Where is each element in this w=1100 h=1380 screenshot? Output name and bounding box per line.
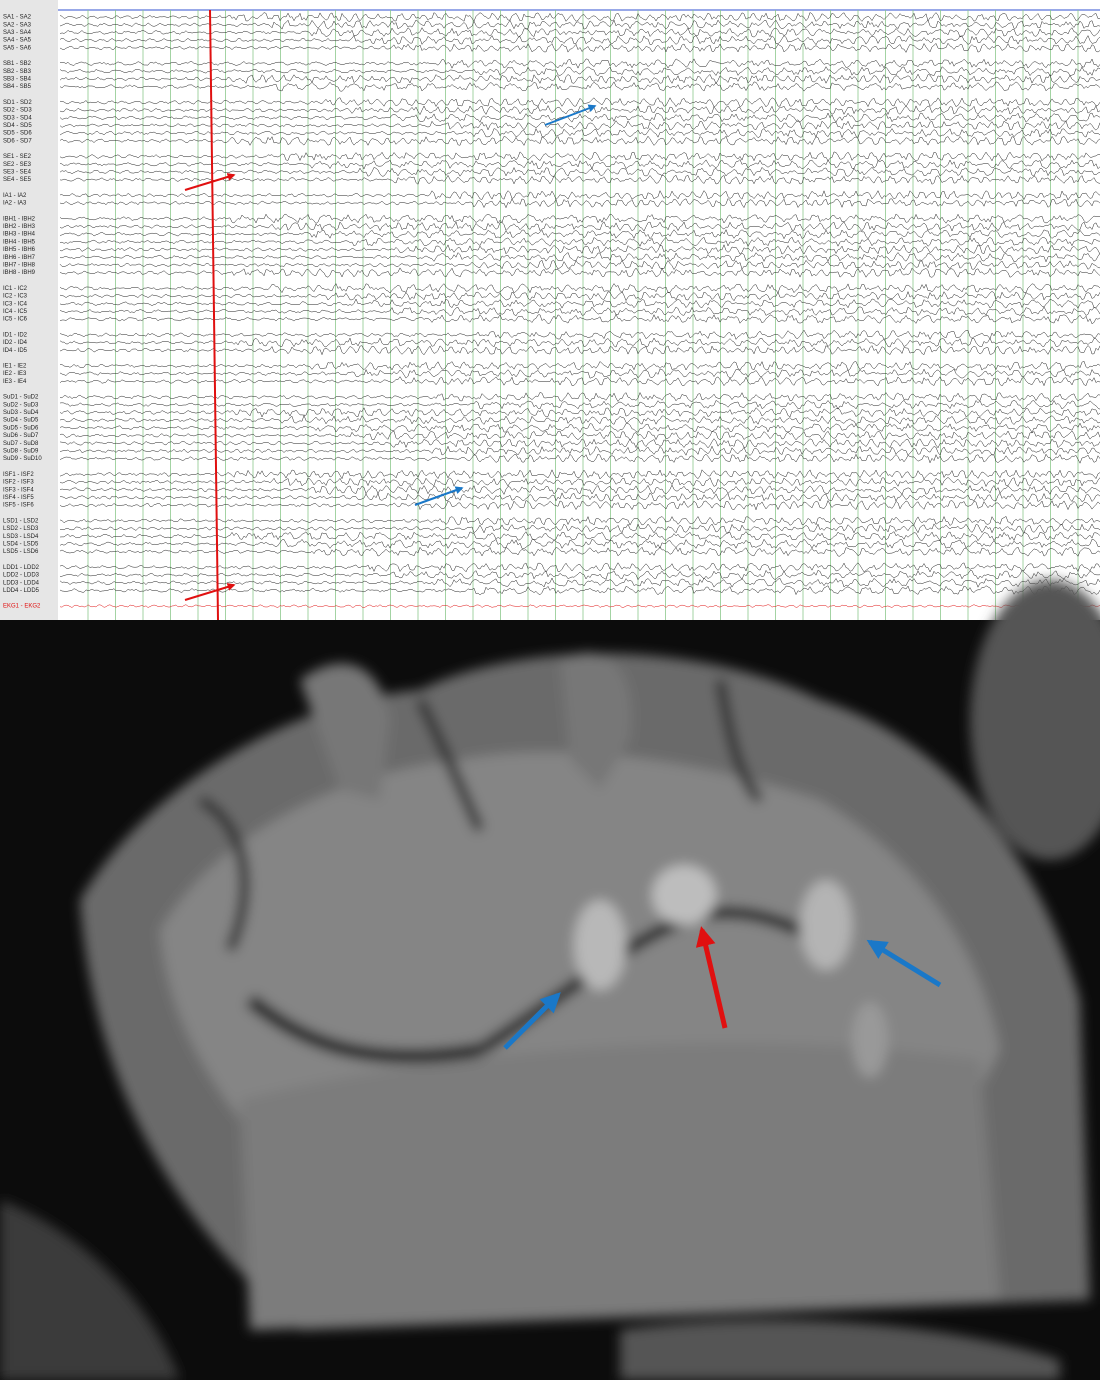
- channel-label: ISF4 - ISF5: [3, 495, 34, 501]
- channel-label: SB2 - SB3: [3, 69, 32, 75]
- channel-label: SA5 - SA6: [3, 45, 32, 51]
- channel-label: SuD8 - SuD9: [3, 448, 39, 454]
- channel-label: IE3 - IE4: [3, 379, 27, 385]
- channel-label: SD3 - SD4: [3, 115, 32, 121]
- channel-label: LSD5 - LSD6: [3, 549, 39, 555]
- channel-label: LDD3 - LDD4: [3, 580, 40, 586]
- figure: SA1 - SA2SA2 - SA3 SA3 - SA4 SA4 - SA5SA5 …: [0, 0, 1100, 1380]
- channel-label: IA1 - IA2: [3, 193, 27, 199]
- channel-label: SuD2 - SuD3: [3, 402, 39, 408]
- channel-label: IBH8 - IBH9: [3, 270, 36, 276]
- channel-label: IC2 - IC3: [3, 294, 28, 300]
- channel-label: IBH2 - IBH3: [3, 224, 36, 230]
- channel-label: SuD9 - SuD10: [3, 456, 42, 462]
- channel-label: IBH6 - IBH7: [3, 255, 36, 261]
- channel-label: ID1 - ID2: [3, 332, 28, 338]
- channel-label: ID4 - ID5: [3, 348, 28, 354]
- channel-label: LSD3 - LSD4: [3, 534, 39, 540]
- channel-label: EKG1 - EKG2: [3, 604, 41, 610]
- channel-label: SD4 - SD5: [3, 123, 32, 129]
- channel-label: IA2 - IA3: [3, 201, 27, 207]
- channel-label: IBH1 - IBH2: [3, 216, 36, 222]
- channel-label: IBH5 - IBH6: [3, 247, 36, 253]
- channel-label: SA4 - SA5: [3, 38, 32, 44]
- eeg-panel: [0, 0, 1100, 620]
- mri-panel: [0, 580, 1100, 1380]
- channel-label: SuD5 - SuD6: [3, 425, 39, 431]
- channel-label: SA1 - SA2: [3, 15, 32, 21]
- channel-label: LDD2 - LDD3: [3, 573, 40, 579]
- channel-label: SD6 - SD7: [3, 138, 32, 144]
- channel-label: IBH3 - IBH4: [3, 232, 36, 238]
- channel-label: IC1 - IC2: [3, 286, 28, 292]
- channel-label: IC3 - IC4: [3, 301, 28, 307]
- channel-label: SE3 - SE4: [3, 169, 32, 175]
- page: {"eeg": {"groups": [ {"channels": ["SA1 …: [0, 0, 1100, 1380]
- channel-label: LSD4 - LSD5: [3, 541, 39, 547]
- channel-label: SuD7 - SuD8: [3, 441, 39, 447]
- channel-label: SD2 - SD3: [3, 108, 32, 114]
- channel-label: SuD1 - SuD2: [3, 395, 39, 401]
- channel-label: ID2 - ID4: [3, 340, 28, 346]
- channel-label: ISF3 - ISF4: [3, 487, 34, 493]
- channel-label: IE2 - IE3: [3, 371, 27, 377]
- channel-label: IC4 - IC5: [3, 309, 28, 315]
- channel-label: SE4 - SE5: [3, 177, 32, 183]
- channel-label: SE2 - SE3: [3, 162, 32, 168]
- channel-label: SuD3 - SuD4: [3, 410, 39, 416]
- channel-label: IBH7 - IBH8: [3, 262, 36, 268]
- channel-label: SA2 - SA3: [3, 22, 32, 28]
- channel-label: SA3 - SA4: [3, 30, 32, 36]
- channel-label: SD1 - SD2: [3, 100, 32, 106]
- channel-label: ISF2 - ISF3: [3, 480, 34, 486]
- channel-label: SD5 - SD6: [3, 131, 32, 137]
- channel-label: SB1 - SB2: [3, 61, 32, 67]
- channel-label: LDD4 - LDD5: [3, 588, 40, 594]
- channel-label: ISF5 - ISF6: [3, 503, 34, 509]
- channel-label: LSD2 - LSD3: [3, 526, 39, 532]
- channel-label: ISF1 - ISF2: [3, 472, 34, 478]
- channel-label: SB3 - SB4: [3, 76, 32, 82]
- channel-label: LSD1 - LSD2: [3, 518, 39, 524]
- channel-label: SuD6 - SuD7: [3, 433, 39, 439]
- channel-label: LDD1 - LDD2: [3, 565, 40, 571]
- channel-label: IC5 - IC6: [3, 317, 28, 323]
- channel-label: IE1 - IE2: [3, 363, 27, 369]
- channel-label: SB4 - SB5: [3, 84, 32, 90]
- channel-label: SuD4 - SuD5: [3, 418, 39, 424]
- channel-label: IBH4 - IBH5: [3, 239, 36, 245]
- channel-label: SE1 - SE2: [3, 154, 32, 160]
